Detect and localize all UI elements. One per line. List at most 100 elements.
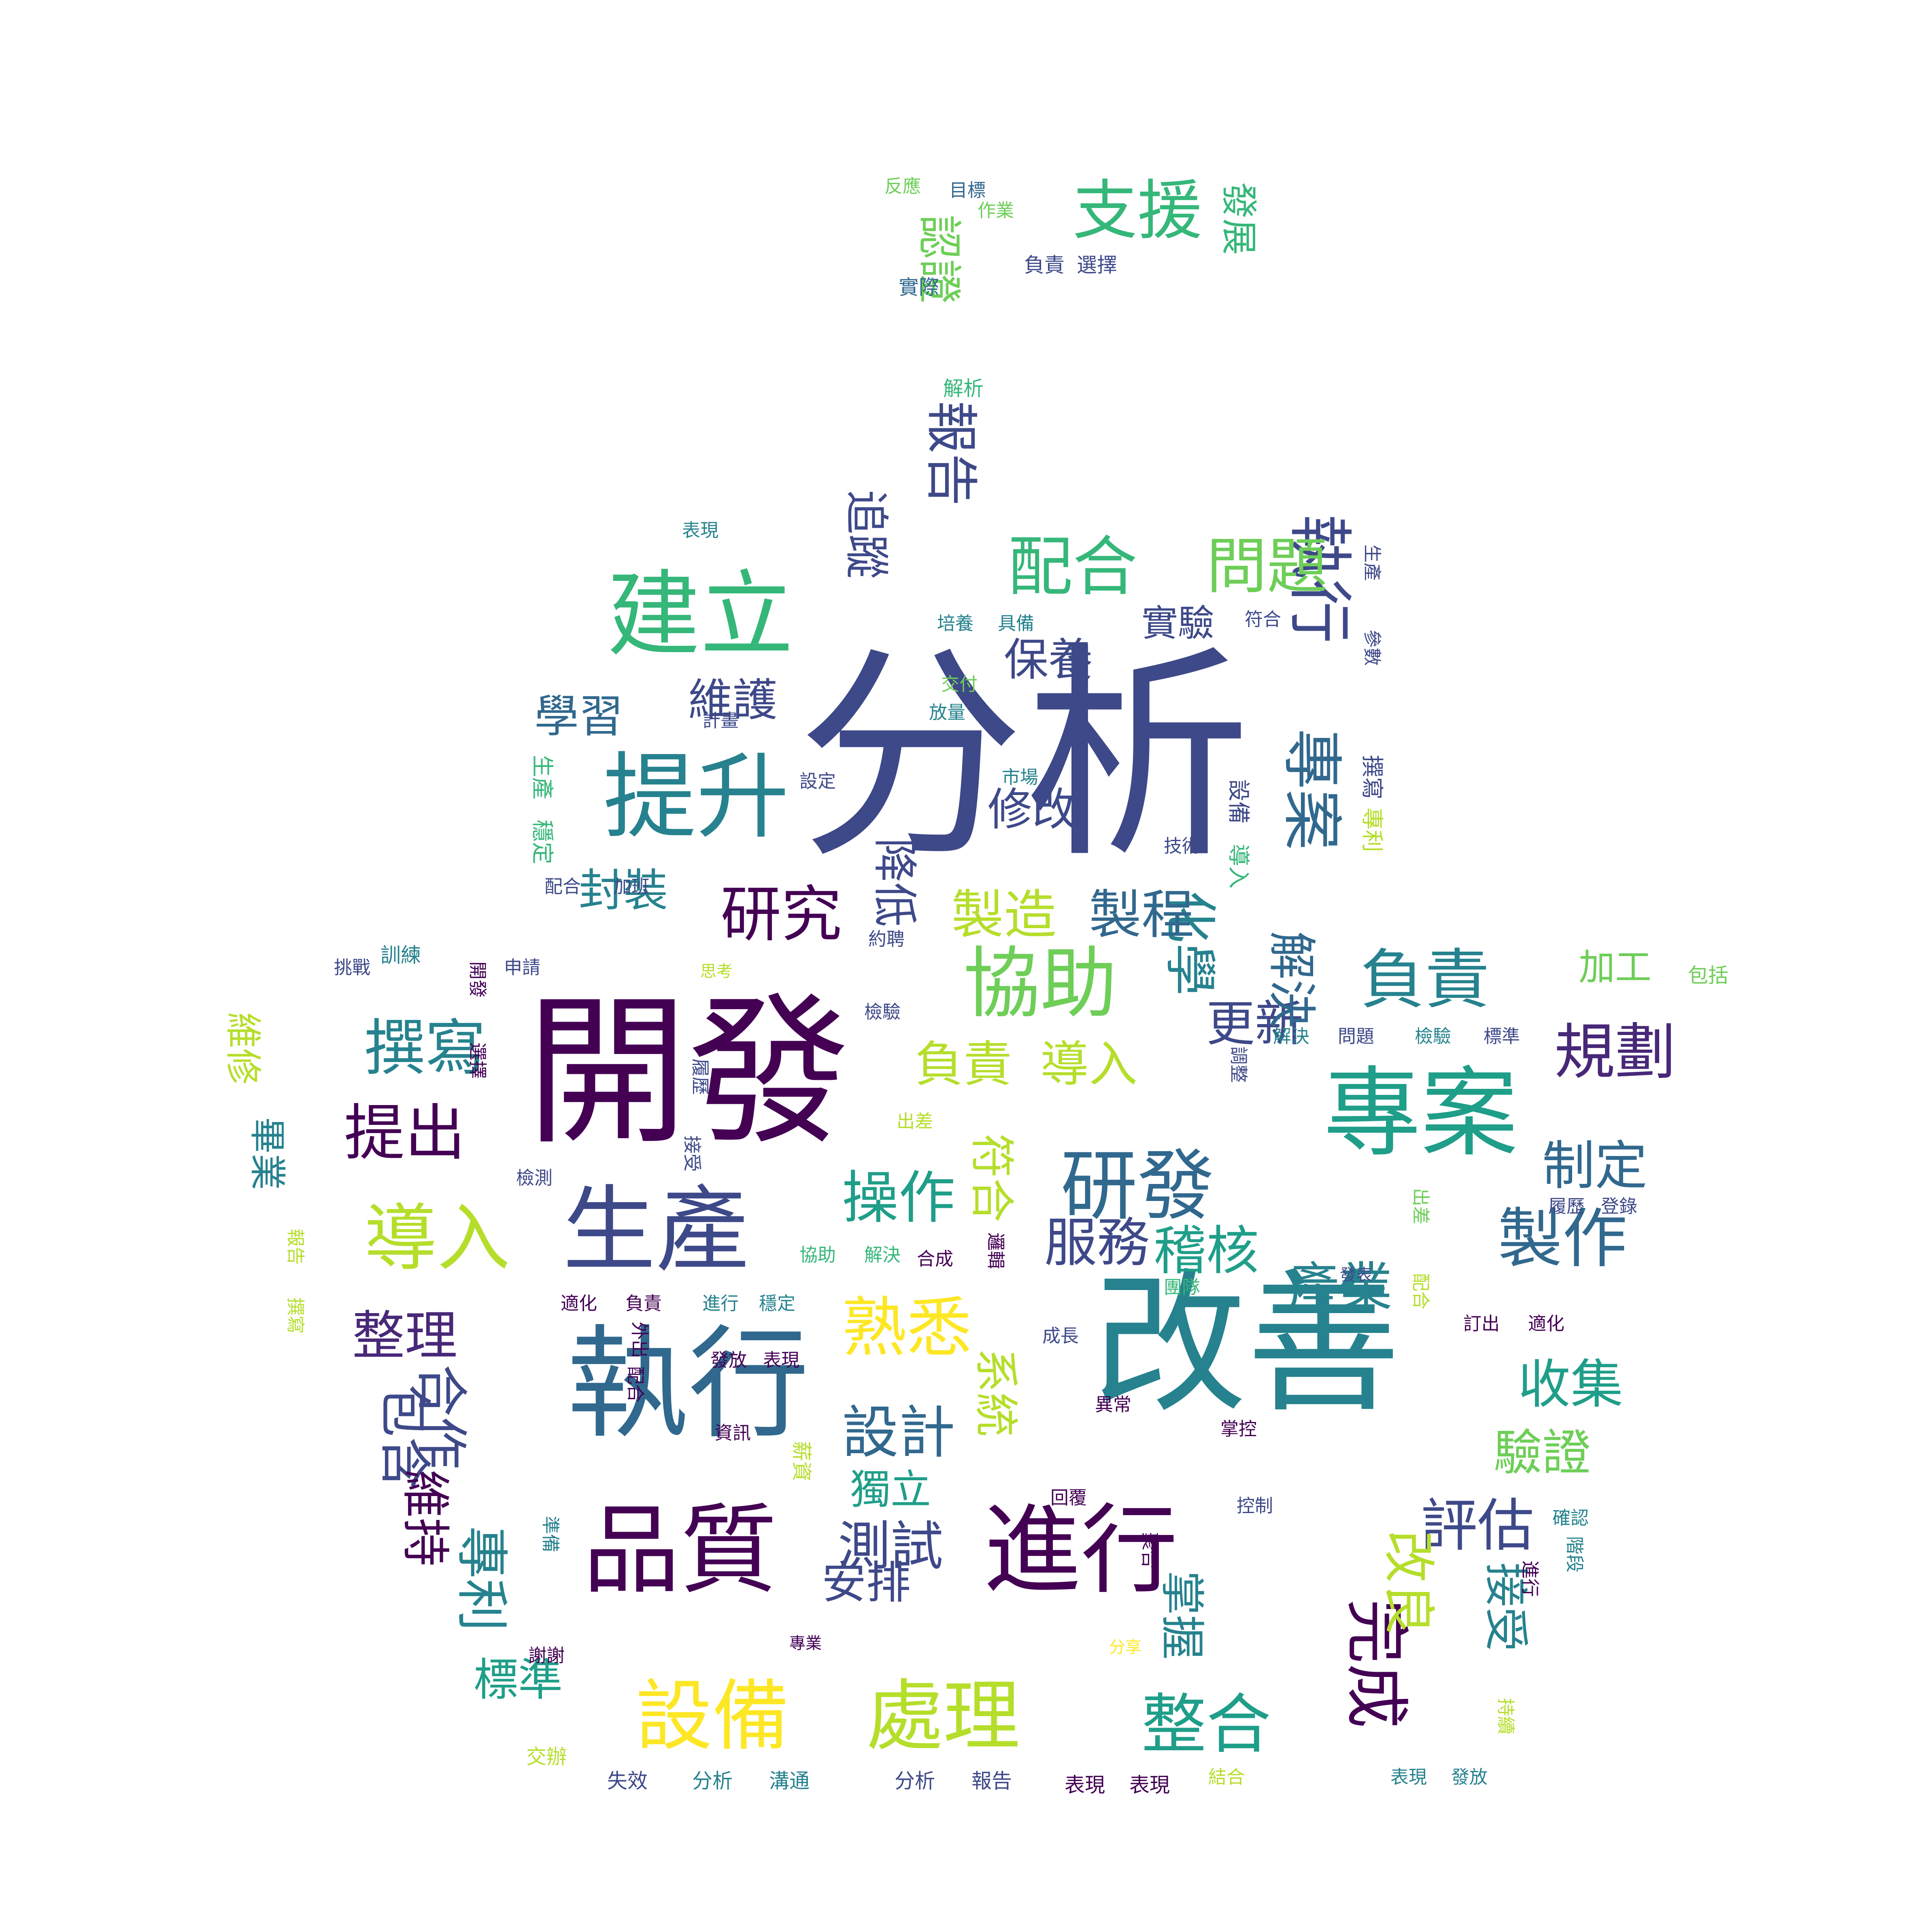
word-cloud-word: 負責 [625, 1293, 662, 1314]
word-cloud-word: 培養 [937, 613, 973, 634]
word-cloud-word: 失效 [607, 1769, 648, 1793]
word-cloud-word: 階段 [1564, 1536, 1586, 1573]
word-cloud-word: 協助 [799, 1244, 836, 1266]
word-cloud-word: 掌握 [1156, 1571, 1208, 1660]
word-cloud-word: 參數 [1362, 629, 1383, 666]
word-cloud-word: 支援 [1073, 173, 1202, 249]
word-cloud-word: 表現 [1065, 1773, 1105, 1797]
word-cloud-word: 薪資 [790, 1441, 813, 1481]
word-cloud-word: 修改 [988, 784, 1077, 835]
word-cloud-word: 合成 [917, 1248, 953, 1270]
word-cloud-word: 設定 [799, 771, 836, 792]
word-cloud-word: 回覆 [1050, 1487, 1087, 1509]
word-cloud-word: 專業 [789, 1634, 822, 1653]
word-cloud-word: 訂出 [1463, 1313, 1500, 1335]
word-cloud-word: 執行 [1282, 514, 1358, 644]
word-cloud-word: 發放 [710, 1350, 747, 1371]
word-cloud-word: 交付 [941, 674, 978, 695]
word-cloud-word: 問題 [1338, 1026, 1374, 1047]
word-cloud-word: 配合 [1410, 1273, 1432, 1309]
word-cloud-word: 表現 [763, 1350, 799, 1371]
word-cloud-word: 品質 [583, 1494, 777, 1607]
word-cloud-word: 生產 [529, 755, 555, 799]
word-cloud-word: 申請 [504, 957, 540, 978]
word-cloud-word: 服務 [1044, 1212, 1150, 1273]
word-cloud-word: 進行 [1520, 1560, 1541, 1597]
word-cloud-word: 履歷 [690, 1058, 711, 1095]
word-cloud-word: 分享 [1109, 1638, 1141, 1657]
word-cloud-word: 溝通 [769, 1769, 810, 1793]
word-cloud-word: 封裝 [579, 865, 668, 916]
word-cloud-word: 適化 [1528, 1313, 1564, 1335]
word-cloud-word: 導入 [364, 1197, 510, 1281]
word-cloud-word: 實驗 [1141, 602, 1214, 645]
word-cloud-word: 配合 [544, 876, 581, 897]
word-cloud-word: 撰寫 [1359, 755, 1385, 799]
word-cloud-word: 評估 [1421, 1493, 1534, 1559]
word-cloud-word: 合作 [410, 1364, 472, 1469]
word-cloud-word: 符合 [966, 1133, 1018, 1222]
word-cloud-word: 導入 [1226, 844, 1252, 888]
word-cloud-word: 製造 [951, 884, 1056, 946]
word-cloud-word: 畢業 [246, 1117, 289, 1190]
word-cloud-word: 發表 [1340, 1266, 1372, 1284]
word-cloud-word: 出差 [1410, 1188, 1432, 1224]
word-cloud-word: 負責 [1360, 942, 1490, 1018]
word-cloud-word: 持續 [1495, 1698, 1517, 1734]
word-cloud-word: 收集 [1518, 1354, 1623, 1415]
word-cloud-word: 處理 [866, 1672, 1020, 1761]
word-cloud-word: 解決 [1273, 1026, 1309, 1047]
word-cloud-word: 導入 [1040, 1037, 1137, 1093]
word-cloud-word: 認證 [913, 215, 965, 304]
word-cloud-word: 目標 [949, 180, 986, 201]
word-cloud-word: 標準 [474, 1654, 563, 1706]
word-cloud-word: 開發 [467, 961, 489, 998]
word-cloud-word: 檢驗 [1415, 1026, 1451, 1047]
word-cloud-word: 驗證 [1494, 1425, 1591, 1481]
word-cloud-word: 穩定 [529, 820, 555, 864]
word-cloud-word: 穩定 [759, 1293, 795, 1314]
word-cloud-word: 履歷 [1548, 1196, 1585, 1217]
word-cloud-word: 成長 [1042, 1325, 1079, 1347]
word-cloud-word: 整理 [352, 1305, 457, 1367]
word-cloud-word: 團隊 [1164, 1277, 1200, 1298]
word-cloud-word: 表現 [1129, 1773, 1170, 1797]
word-cloud-word: 異常 [1095, 1394, 1131, 1416]
word-cloud-word: 加班 [613, 876, 650, 897]
word-cloud-word: 規劃 [1554, 1017, 1676, 1088]
word-cloud-word: 執行 [567, 1314, 810, 1455]
word-cloud-word: 確認 [1552, 1507, 1589, 1529]
word-cloud-word: 適化 [561, 1293, 597, 1314]
word-cloud-word: 建立 [607, 561, 793, 670]
word-cloud-word: 整合 [1141, 1687, 1271, 1762]
word-cloud-word: 檢驗 [864, 1001, 901, 1023]
word-cloud-word: 專利 [1359, 808, 1385, 852]
word-cloud-word: 進行 [702, 1293, 739, 1314]
word-cloud-word: 控制 [1237, 1495, 1273, 1517]
word-cloud-word: 研發 [1061, 1141, 1214, 1231]
word-cloud-word: 解決 [1263, 931, 1320, 1028]
word-cloud-word: 生產 [563, 1177, 749, 1285]
word-cloud-word: 設備 [635, 1672, 789, 1761]
word-cloud-word: 解析 [943, 377, 984, 400]
word-cloud-word: 撰寫 [285, 1297, 306, 1334]
word-cloud-word: 製程 [1089, 884, 1194, 946]
word-cloud-word: 標準 [1484, 1026, 1520, 1047]
word-cloud-word: 掌控 [1220, 1418, 1257, 1440]
word-cloud-word: 結合 [1208, 1766, 1245, 1788]
word-cloud-word: 負責 [915, 1037, 1012, 1093]
word-cloud-word: 準備 [540, 1516, 561, 1552]
word-cloud-word: 維護 [688, 674, 777, 726]
word-cloud-word: 報告 [285, 1228, 306, 1265]
word-cloud-word: 外出 [629, 1322, 650, 1358]
word-cloud-word: 登錄 [1601, 1196, 1637, 1217]
word-cloud-word: 作業 [978, 200, 1014, 221]
word-cloud-word: 配合 [1008, 529, 1137, 605]
word-cloud-word: 制定 [1542, 1135, 1647, 1197]
word-cloud-word: 改善 [1093, 1254, 1401, 1434]
word-cloud-word: 接受 [682, 1135, 703, 1172]
word-cloud-word: 檢測 [516, 1167, 553, 1189]
word-cloud-word: 專案 [1276, 729, 1347, 850]
word-cloud-word: 報告 [971, 1769, 1012, 1793]
word-cloud-word: 開發 [526, 979, 850, 1167]
